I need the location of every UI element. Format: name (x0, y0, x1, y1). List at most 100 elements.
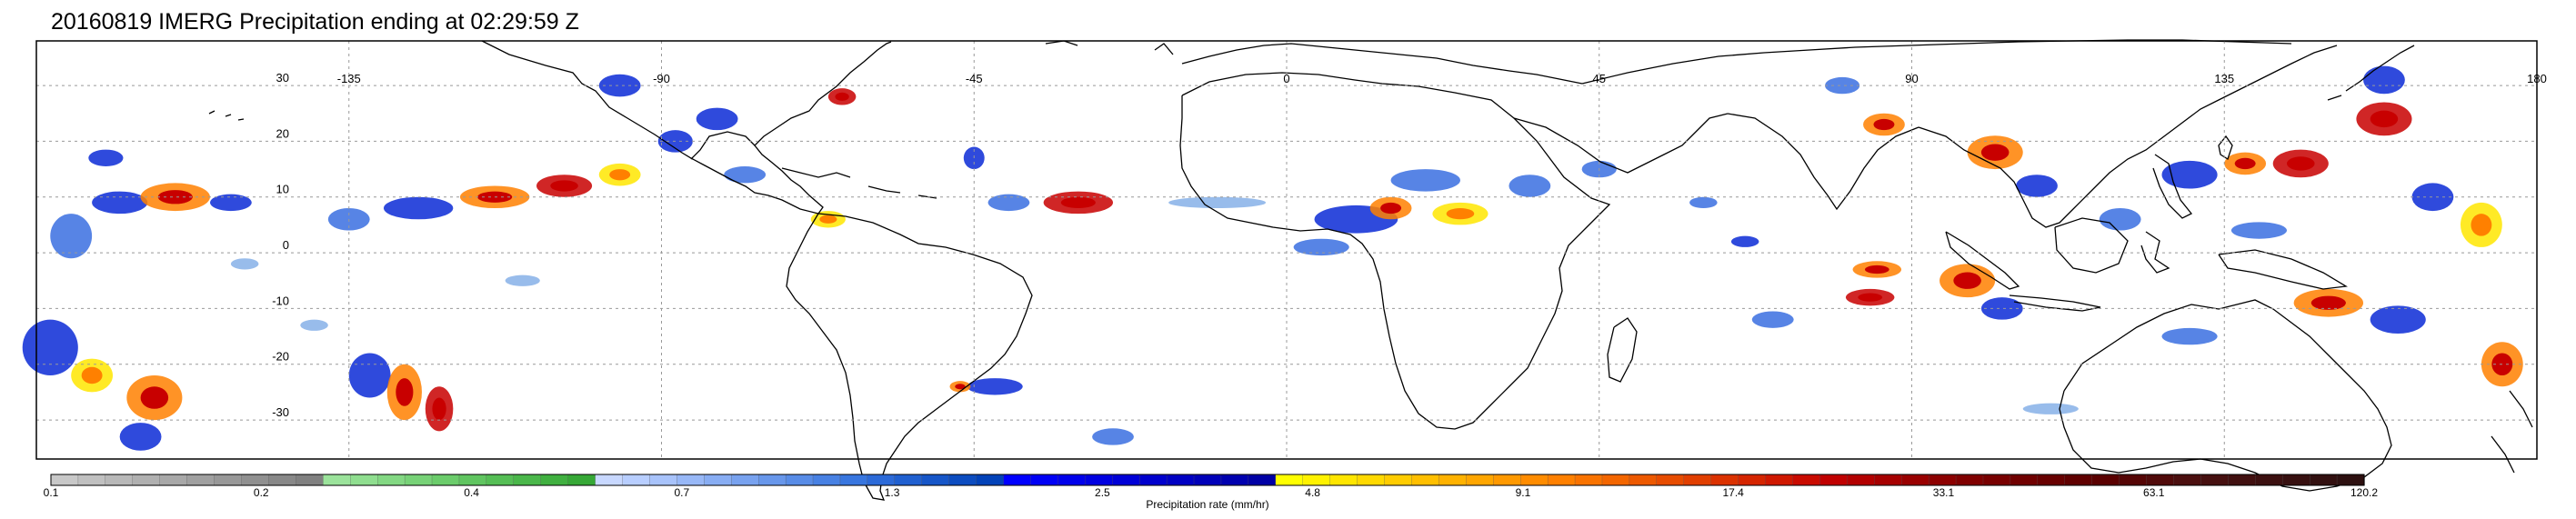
coastline-philippines (2152, 154, 2193, 219)
coastline-europe (1181, 43, 1583, 85)
precip-cell-59 (1730, 235, 1759, 247)
colorbar-swatch (1411, 474, 1440, 486)
precip-core-52 (2310, 295, 2346, 310)
colorbar-swatch (132, 474, 161, 486)
precip-cell-44 (1980, 297, 2023, 320)
precip-cell-64 (2022, 403, 2079, 414)
lat-tick-label: 10 (276, 183, 289, 196)
colorbar-swatch (1710, 474, 1739, 486)
colorbar-swatch (186, 474, 216, 486)
colorbar-swatch (404, 474, 433, 486)
precip-cell-18 (696, 107, 738, 131)
colorbar-swatch (1955, 474, 1984, 486)
precip-core-11 (432, 397, 446, 421)
lon-tick-label: 180 (2527, 72, 2547, 85)
lat-tick-label: 30 (276, 71, 289, 85)
colorbar-swatch (2119, 474, 2148, 486)
precip-core-41 (1980, 144, 2010, 161)
colorbar-label: Precipitation rate (mm/hr) (1146, 498, 1269, 511)
colorbar-swatch (839, 474, 868, 486)
colorbar-swatch (867, 474, 896, 486)
colorbar-swatch (377, 474, 406, 486)
precip-cell-3 (209, 194, 252, 212)
precip-core-43 (1953, 272, 1981, 289)
colorbar-swatch (921, 474, 950, 486)
colorbar-swatch (1030, 474, 1059, 486)
colorbar-swatch (1738, 474, 1767, 486)
colorbar-swatch (704, 474, 732, 486)
colorbar-swatch (622, 474, 651, 486)
coastline-java (2009, 294, 2101, 312)
precip-cell-49 (2363, 65, 2405, 95)
colorbar-swatch (2309, 474, 2338, 486)
precip-cell-32 (1509, 175, 1551, 197)
lat-tick-label: -30 (272, 405, 289, 419)
colorbar-swatch (350, 474, 378, 486)
colorbar-swatch (513, 474, 542, 486)
precip-cell-60 (230, 258, 259, 270)
colorbar-swatch (948, 474, 977, 486)
precip-core-27 (955, 384, 966, 390)
colorbar-swatch (1601, 474, 1630, 486)
colorbar-swatch (1085, 474, 1113, 486)
colorbar-swatch (649, 474, 678, 486)
colorbar-tick-label: 0.4 (464, 486, 479, 499)
precip-core-22 (835, 92, 849, 101)
precip-core-24 (1060, 196, 1096, 208)
coastline-arabia (1513, 113, 1729, 174)
colorbar-swatch (2146, 474, 2175, 486)
colorbar-swatch (77, 474, 106, 486)
colorbar-swatch (214, 474, 243, 486)
coastline-hawaii (208, 110, 245, 121)
colorbar-swatch (812, 474, 841, 486)
lon-tick-label: 0 (1283, 72, 1289, 85)
lat-tick-label: -20 (272, 350, 289, 364)
precip-core-6 (81, 366, 103, 384)
precip-cell-57 (2230, 222, 2287, 239)
precip-cell-62 (300, 319, 328, 331)
precip-core-2 (157, 190, 193, 205)
coastline-new-guinea (2218, 249, 2348, 290)
colorbar-swatch (785, 474, 814, 486)
colorbar-swatch (1139, 474, 1168, 486)
precip-cell-45 (2161, 160, 2218, 189)
colorbar-tick-labels: 0.1 0.2 0.4 0.7 1.3 2.5 4.8 9.1 17.4 33.1 63.1 120.… (44, 486, 2379, 499)
precip-cell-37 (1825, 76, 1860, 95)
precip-core-21 (819, 215, 837, 224)
colorbar-swatch (1275, 474, 1304, 486)
precip-core-10 (396, 378, 414, 406)
colorbar-tick-label: 0.7 (674, 486, 689, 499)
precip-core-15 (550, 180, 578, 192)
colorbar-swatch (1629, 474, 1658, 486)
colorbar-swatch (1193, 474, 1222, 486)
coastline-asia-north (1581, 39, 2292, 85)
colorbar-swatch (1302, 474, 1331, 486)
colorbar-tick-label: 120.2 (2350, 486, 2378, 499)
lon-tick-label: -135 (337, 72, 361, 85)
colorbar-swatch (1438, 474, 1467, 486)
lon-tick-label: -90 (653, 72, 670, 85)
precip-cell-42 (2016, 175, 2058, 197)
colorbar-swatch (1248, 474, 1277, 486)
colorbar-frame (50, 474, 2365, 486)
colorbar-swatch (241, 474, 270, 486)
colorbar-swatch (2091, 474, 2120, 486)
colorbar-swatch (1357, 474, 1386, 486)
colorbar-swatch (159, 474, 188, 486)
coastline-britain (1154, 43, 1174, 55)
colorbar-swatch (2228, 474, 2256, 486)
colorbar-swatch (894, 474, 923, 486)
tick-label-layer: -135 -90 -45 0 45 90 135 180 30 20 10 0 -10 -20 -30 (272, 71, 2547, 419)
colorbar-swatch (1166, 474, 1195, 486)
colorbar-swatch (758, 474, 787, 486)
colorbar-swatch (1466, 474, 1494, 486)
colorbar-swatch (1547, 474, 1576, 486)
colorbar-swatch (1493, 474, 1521, 486)
precip-cell-55 (2161, 327, 2218, 345)
precip-cell-33 (1390, 169, 1460, 192)
colorbar-swatch (2064, 474, 2093, 486)
precipitation-layer (22, 65, 2523, 451)
precip-cell-63 (1168, 196, 1267, 208)
colorbar-swatch (2336, 474, 2365, 486)
